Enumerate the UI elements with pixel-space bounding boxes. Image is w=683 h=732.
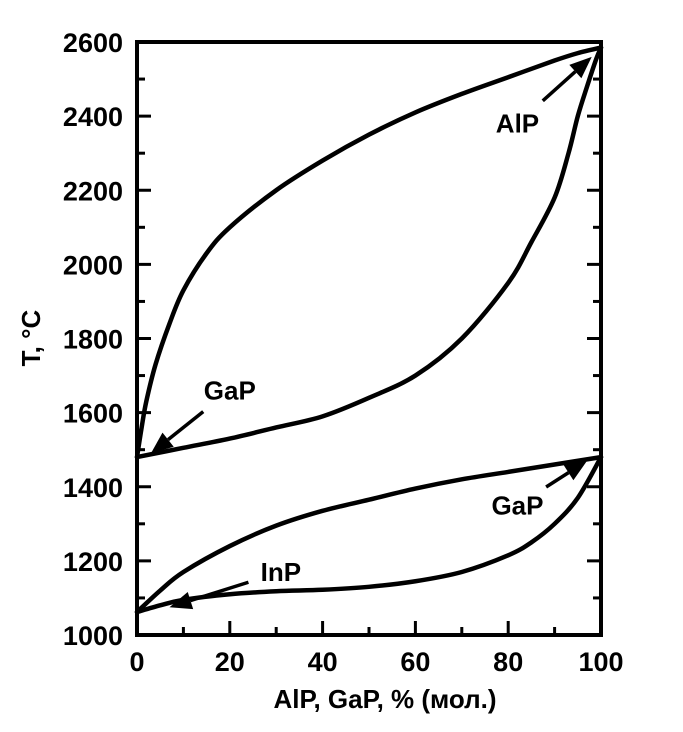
x-tick-label: 60: [400, 647, 430, 677]
annotations: AlP GaP GaP InP: [150, 56, 592, 610]
x-tick-label: 20: [215, 647, 245, 677]
y-tick-label: 2400: [63, 102, 123, 132]
y-tick-label: 1400: [63, 473, 123, 503]
x-axis-label: AlP, GaP, % (мол.): [273, 684, 496, 714]
annotation-arrow-head: [150, 432, 174, 454]
y-tick-label: 2200: [63, 176, 123, 206]
annotation-arrow-shaft: [545, 471, 570, 489]
axis-ticks: 1000 1200 1400 1600 1800 2000 2200 2400 2600 0 20 4…: [63, 28, 624, 677]
annotation-arrow-head: [569, 56, 592, 79]
annotation-arrow-shaft: [167, 410, 205, 442]
series-curve-3: [134, 454, 604, 615]
y-tick-label: 2600: [63, 28, 123, 58]
annotation-label: GaP: [491, 490, 543, 520]
y-tick-label: 2000: [63, 250, 123, 280]
annotation-label: AlP: [496, 109, 539, 139]
x-tick-label: 100: [578, 647, 623, 677]
x-tick-label: 80: [493, 647, 523, 677]
annotation-label: GaP: [204, 375, 256, 405]
y-tick-label: 1600: [63, 399, 123, 429]
annotation-label: InP: [261, 557, 301, 587]
series-curve-2: [134, 45, 604, 460]
series-curve-4: [134, 454, 604, 615]
annotation-arrow-head: [563, 460, 588, 481]
x-tick-label: 40: [308, 647, 338, 677]
x-tick-label: 0: [129, 647, 144, 677]
y-tick-label: 1000: [63, 621, 123, 651]
series-curve-1: [134, 45, 604, 460]
annotation-arrow-shaft: [541, 70, 577, 103]
y-tick-label: 1200: [63, 547, 123, 577]
annotation-arrow-shaft: [189, 580, 249, 603]
annotation-arrow-head: [169, 591, 194, 610]
y-axis-label: T, °C: [16, 309, 46, 366]
y-tick-label: 1800: [63, 325, 123, 355]
